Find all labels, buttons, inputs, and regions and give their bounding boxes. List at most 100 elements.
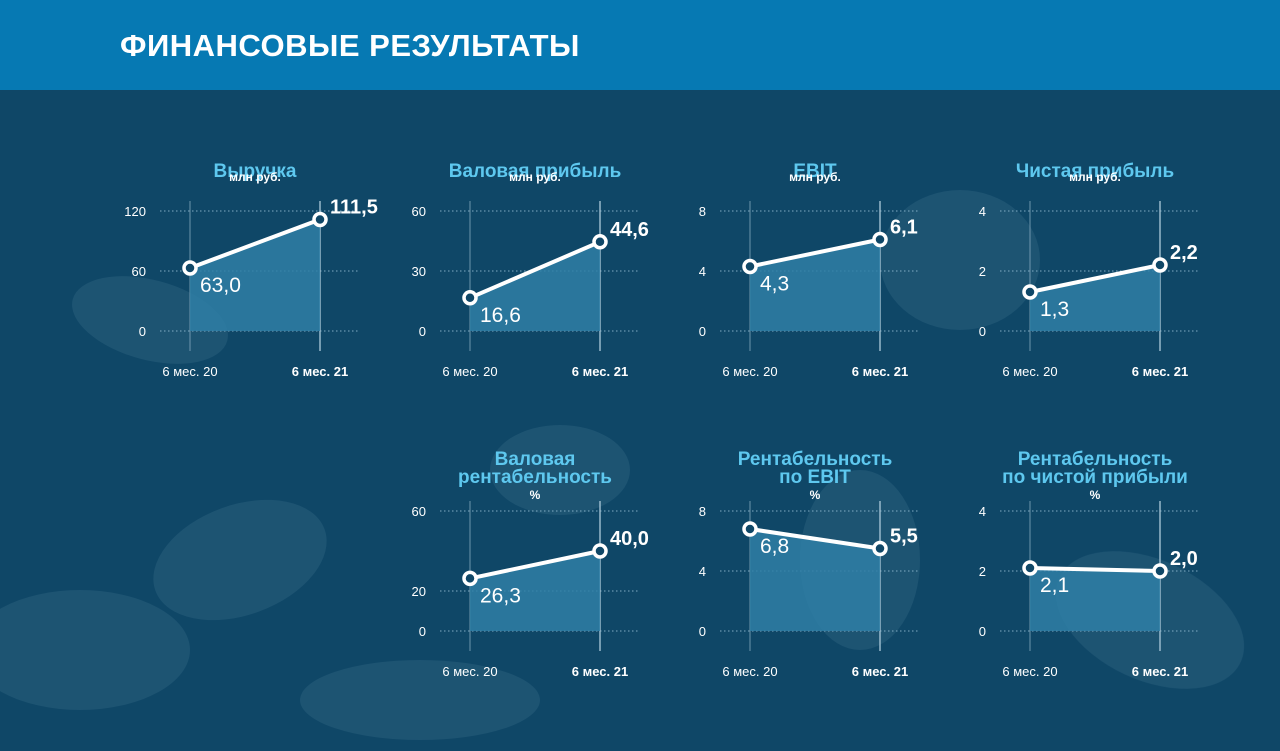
chart-title: EBIT — [793, 161, 837, 182]
data-label: 26,3 — [480, 584, 521, 607]
y-tick-label: 2 — [979, 564, 986, 579]
series-line — [468, 549, 602, 581]
y-tick-label: 4 — [979, 204, 986, 219]
data-label: 44,6 — [610, 219, 649, 241]
x-tick-label: 6 мес. 20 — [442, 664, 497, 679]
chart-title: по чистой прибыли — [1002, 467, 1188, 488]
chart-title: Чистая прибыль — [1016, 161, 1174, 182]
data-label: 2,1 — [1040, 574, 1069, 597]
x-tick-label: 6 мес. 20 — [1002, 664, 1057, 679]
area-fill — [190, 219, 320, 331]
x-tick-label: 6 мес. 21 — [292, 364, 348, 379]
y-tick-label: 8 — [699, 204, 706, 219]
y-tick-label: 4 — [699, 264, 706, 279]
chart-unit: % — [1090, 488, 1101, 502]
data-label: 6,8 — [760, 535, 789, 558]
y-tick-label: 0 — [699, 324, 706, 339]
x-tick-label: 6 мес. 21 — [1132, 364, 1188, 379]
y-tick-label: 120 — [124, 204, 146, 219]
y-tick-label: 8 — [699, 504, 706, 519]
y-tick-label: 60 — [132, 264, 146, 279]
x-tick-label: 6 мес. 21 — [852, 364, 908, 379]
series-line — [468, 239, 602, 300]
data-label: 6,1 — [890, 217, 918, 239]
data-point — [872, 231, 888, 248]
page-title: ФИНАНСОВЫЕ РЕЗУЛЬТАТЫ — [120, 28, 580, 63]
chart-title: по EBIT — [779, 467, 851, 488]
data-point — [742, 258, 758, 275]
y-tick-label: 0 — [699, 624, 706, 639]
x-tick-label: 6 мес. 21 — [572, 364, 628, 379]
data-point — [1022, 284, 1038, 300]
chart-unit: млн руб. — [509, 170, 561, 184]
area-fill — [750, 239, 880, 331]
data-label: 1,3 — [1040, 298, 1069, 321]
x-tick-label: 6 мес. 20 — [722, 364, 777, 379]
data-label: 5,5 — [890, 526, 918, 548]
chart-title: рентабельность — [458, 467, 612, 488]
chart-unit: % — [810, 488, 821, 502]
data-label: 63,0 — [200, 274, 241, 297]
data-point — [182, 260, 198, 276]
data-point — [742, 521, 758, 537]
area-fill — [1030, 265, 1160, 331]
chart-unit: млн руб. — [1069, 170, 1121, 184]
chart-title: Рентабельность — [1018, 449, 1173, 470]
y-tick-label: 60 — [412, 204, 426, 219]
data-point — [1152, 257, 1168, 273]
chart-unit: млн руб. — [789, 170, 841, 184]
y-tick-label: 0 — [979, 624, 986, 639]
data-point — [592, 234, 608, 250]
series-line — [1028, 263, 1162, 294]
x-tick-label: 6 мес. 21 — [572, 664, 628, 679]
x-tick-label: 6 мес. 20 — [1002, 364, 1057, 379]
series-line — [748, 527, 882, 551]
data-label: 2,0 — [1170, 548, 1198, 570]
series-line — [1028, 566, 1162, 573]
data-point — [462, 570, 478, 587]
y-tick-label: 20 — [412, 584, 426, 599]
data-point — [462, 290, 478, 306]
y-tick-label: 4 — [979, 504, 986, 519]
x-tick-label: 6 мес. 20 — [722, 664, 777, 679]
chart-title: Валовая прибыль — [449, 161, 622, 182]
data-point — [312, 211, 328, 228]
chart-unit: % — [530, 488, 541, 502]
x-tick-label: 6 мес. 20 — [442, 364, 497, 379]
y-tick-label: 0 — [419, 324, 426, 339]
series-line — [188, 217, 322, 270]
y-tick-label: 30 — [412, 264, 426, 279]
header-bar — [0, 0, 1280, 90]
y-tick-label: 0 — [139, 324, 146, 339]
y-tick-label: 0 — [979, 324, 986, 339]
series-line — [748, 237, 882, 269]
data-point — [592, 543, 608, 559]
x-tick-label: 6 мес. 21 — [852, 664, 908, 679]
y-tick-label: 60 — [412, 504, 426, 519]
chart-title: Валовая — [495, 449, 576, 470]
data-label: 40,0 — [610, 528, 649, 550]
y-tick-label: 4 — [699, 564, 706, 579]
data-label: 111,5 — [330, 197, 378, 219]
y-tick-label: 0 — [419, 624, 426, 639]
data-point — [1152, 563, 1168, 579]
chart-unit: млн руб. — [229, 170, 281, 184]
x-tick-label: 6 мес. 21 — [1132, 664, 1188, 679]
y-tick-label: 2 — [979, 264, 986, 279]
area-fill — [470, 551, 600, 631]
area-fill — [750, 529, 880, 631]
data-label: 16,6 — [480, 304, 521, 327]
x-tick-label: 6 мес. 20 — [162, 364, 217, 379]
data-point — [872, 540, 888, 557]
chart-title: Рентабельность — [738, 449, 893, 470]
chart-title: Выручка — [214, 161, 297, 182]
area-fill — [470, 241, 600, 331]
